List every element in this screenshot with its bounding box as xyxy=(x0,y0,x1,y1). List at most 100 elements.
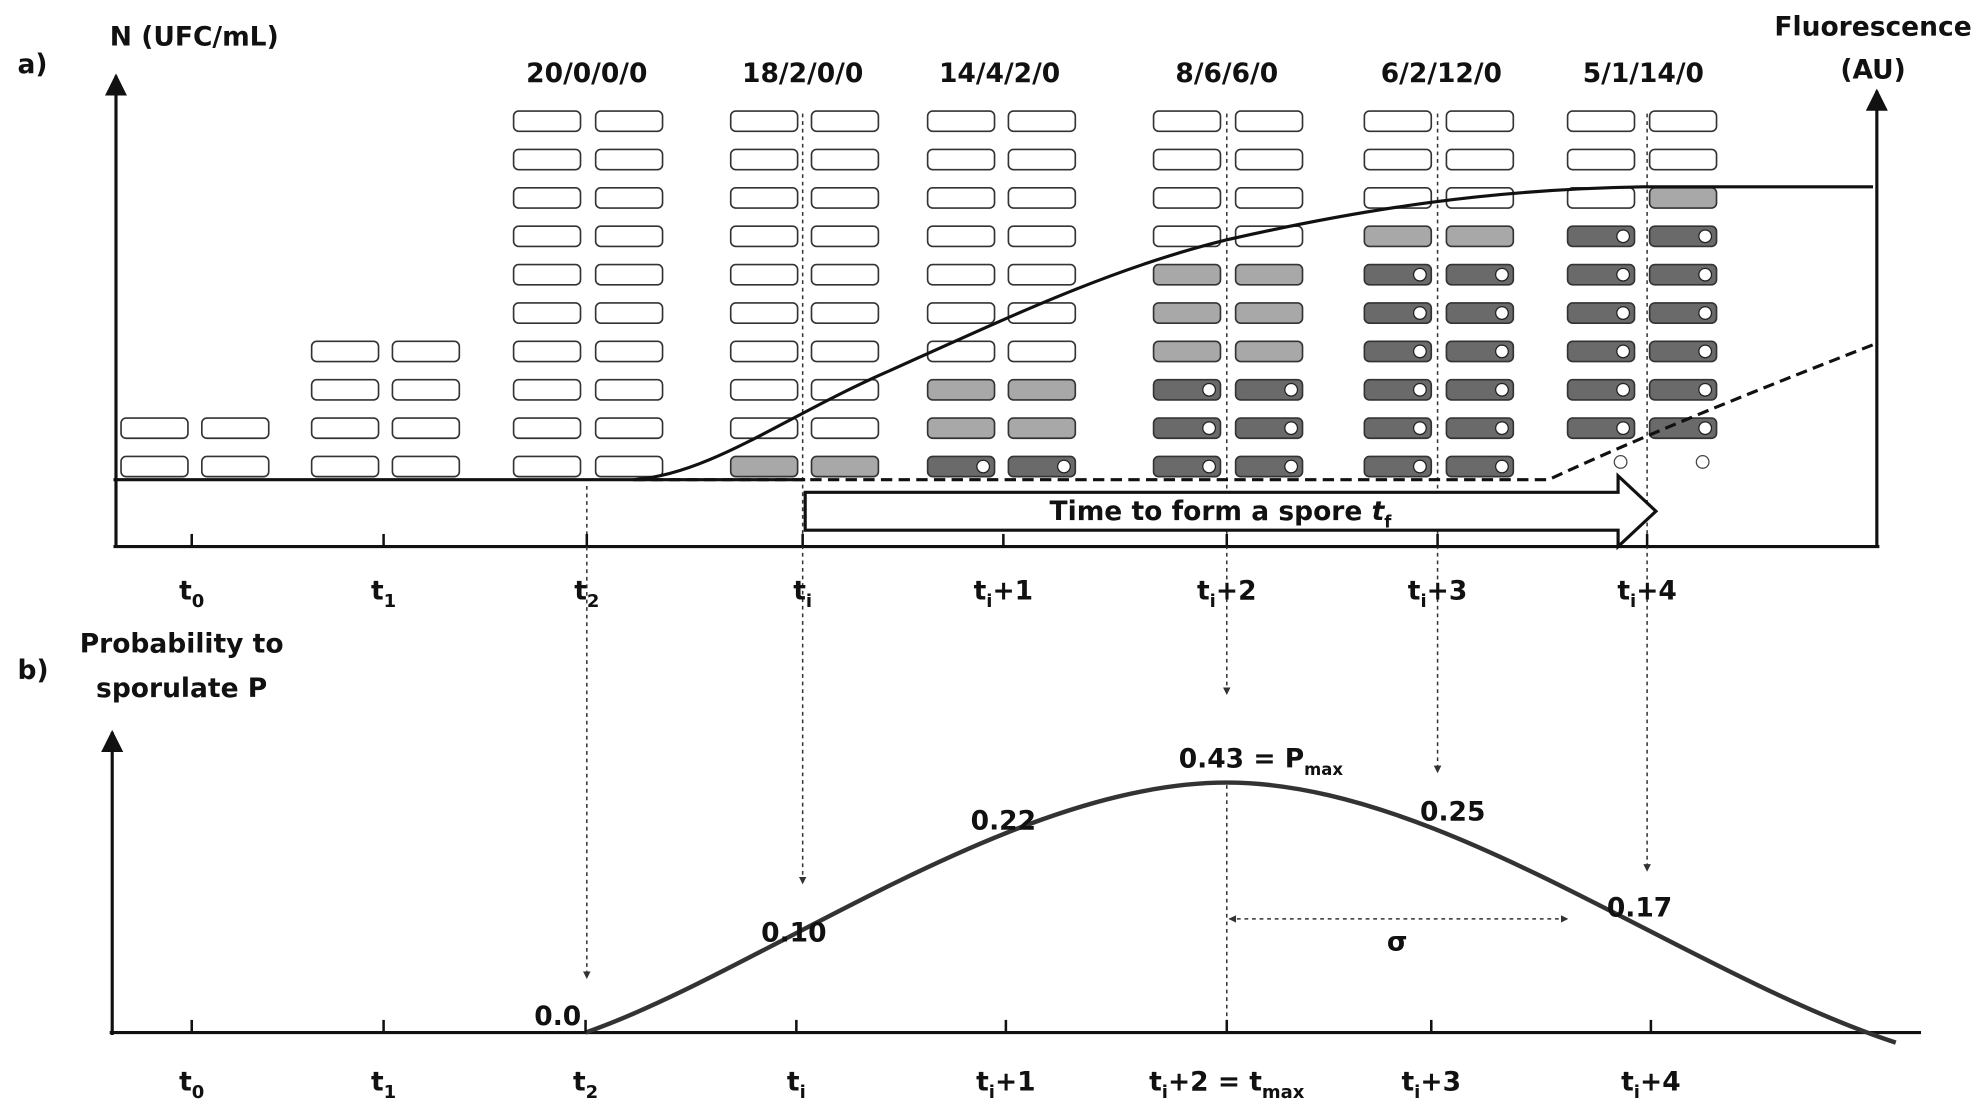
x-tick-label: ti xyxy=(787,1067,806,1104)
probability-label: 0.22 xyxy=(971,805,1036,836)
cell xyxy=(1154,265,1221,285)
spore xyxy=(977,460,990,473)
cell xyxy=(811,149,878,169)
spore xyxy=(1285,422,1298,435)
text-part: 0.25 xyxy=(1420,796,1485,827)
cell xyxy=(596,380,663,400)
text-part: t xyxy=(793,576,806,607)
cell-count: 20/0/0/0 xyxy=(526,58,647,89)
spore xyxy=(1414,422,1427,435)
spore xyxy=(1203,383,1216,396)
y-axis-label: sporulate P xyxy=(96,673,267,704)
subscript: i xyxy=(800,1082,806,1103)
cell xyxy=(596,303,663,323)
cell xyxy=(811,226,878,246)
spore xyxy=(1617,307,1630,320)
cell xyxy=(1568,111,1635,131)
cell xyxy=(1008,111,1075,131)
cell xyxy=(392,341,459,361)
text-part: t xyxy=(1617,576,1630,607)
spore xyxy=(1414,268,1427,281)
subscript: 0 xyxy=(192,591,205,612)
text-part: 0.17 xyxy=(1607,892,1672,923)
cell xyxy=(1008,226,1075,246)
text-part: t xyxy=(1408,576,1421,607)
text-part: +4 xyxy=(1640,1067,1681,1098)
cell-count: 8/6/6/0 xyxy=(1175,58,1278,89)
spore xyxy=(1203,422,1216,435)
figure: a)N (UFC/mL)Fluorescence(AU)20/0/0/018/2… xyxy=(0,0,1984,1107)
cell xyxy=(514,265,581,285)
y2-axis-label: (AU) xyxy=(1840,54,1905,85)
cell xyxy=(1154,111,1221,131)
cell xyxy=(1008,418,1075,438)
cell xyxy=(514,111,581,131)
spore xyxy=(1699,268,1712,281)
subscript: max xyxy=(1304,760,1343,779)
cell xyxy=(312,418,379,438)
probability-curve xyxy=(586,783,1896,1043)
cell xyxy=(1154,341,1221,361)
cell xyxy=(514,226,581,246)
cell xyxy=(392,418,459,438)
text-part: t xyxy=(1149,1067,1162,1098)
spore xyxy=(1414,307,1427,320)
text-part: t xyxy=(179,576,192,607)
cell xyxy=(596,226,663,246)
cell xyxy=(514,303,581,323)
cell xyxy=(1008,380,1075,400)
cell xyxy=(1154,303,1221,323)
subscript: 2 xyxy=(586,1082,599,1103)
cell xyxy=(811,380,878,400)
spore xyxy=(1414,383,1427,396)
cell xyxy=(928,188,995,208)
cell xyxy=(121,418,188,438)
cell xyxy=(1446,226,1513,246)
x-tick-label: t0 xyxy=(179,1067,204,1104)
cell xyxy=(596,341,663,361)
cell xyxy=(596,111,663,131)
cell xyxy=(731,456,798,476)
spore xyxy=(1617,230,1630,243)
cell-stacks xyxy=(121,111,1716,477)
cell xyxy=(1008,149,1075,169)
text-part: t xyxy=(371,576,384,607)
subscript: max xyxy=(1262,1082,1305,1103)
text-part: t xyxy=(787,1067,800,1098)
text-part: 0.10 xyxy=(761,918,826,949)
text-part: t xyxy=(1197,576,1210,607)
cell xyxy=(1364,111,1431,131)
cell-count: 18/2/0/0 xyxy=(742,58,863,89)
cell xyxy=(514,418,581,438)
probability-label: 0.17 xyxy=(1607,892,1672,923)
spore xyxy=(1617,345,1630,358)
panel-b-axes xyxy=(110,732,1921,1035)
text-part: +2 xyxy=(1216,576,1257,607)
cell xyxy=(811,188,878,208)
subscript: 1 xyxy=(384,1082,397,1103)
cell xyxy=(928,149,995,169)
subscript: 1 xyxy=(384,591,397,612)
cell xyxy=(1568,149,1635,169)
sigma-label: σ xyxy=(1387,926,1408,957)
probability-label: 0.10 xyxy=(761,918,826,949)
cell xyxy=(731,111,798,131)
text-part: t xyxy=(371,1067,384,1098)
cell-count: 5/1/14/0 xyxy=(1583,58,1704,89)
text-part: +1 xyxy=(992,576,1033,607)
spore xyxy=(1496,268,1509,281)
text-part: t xyxy=(574,576,587,607)
spore xyxy=(1699,307,1712,320)
x-tick-label: ti+1 xyxy=(976,1067,1036,1104)
cell xyxy=(596,456,663,476)
guide-lines xyxy=(587,114,1647,1033)
text-part: +2 = t xyxy=(1168,1067,1262,1098)
spore xyxy=(1617,422,1630,435)
cell xyxy=(731,188,798,208)
text-part: t xyxy=(976,1067,989,1098)
probability-label: 0.0 xyxy=(534,1001,581,1032)
y2-axis-label: Fluorescence xyxy=(1774,11,1971,42)
cell xyxy=(811,111,878,131)
subscript: 0 xyxy=(192,1082,205,1103)
